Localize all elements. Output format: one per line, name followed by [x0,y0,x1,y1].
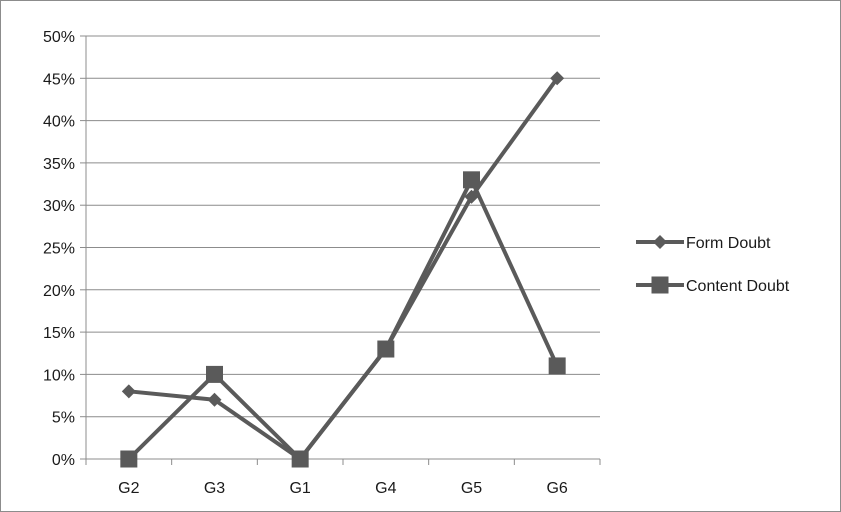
x-axis-ticks: G2 G3 G1 G4 G5 G6 [85,459,601,497]
content-doubt-point [463,171,480,189]
x-tick-label: G1 [289,480,310,497]
y-tick-label: 35% [43,156,75,173]
content-doubt-point [291,450,309,468]
y-axis-ticks: 0% 5% 10% 15% 20% 25% 30% 35% 40% 45% 50% [43,29,86,469]
series-markers [120,71,566,468]
y-tick-label: 30% [43,198,75,215]
gridlines [86,35,600,418]
content-doubt-line [127,177,559,461]
y-tick-label: 40% [43,114,75,131]
x-tick-label: G4 [375,480,396,497]
y-tick-label: 0% [52,452,75,469]
y-tick-label: 25% [43,241,75,258]
legend-marker-form-doubt [653,235,667,249]
legend-label-form-doubt: Form Doubt [686,235,771,252]
form-doubt-point [121,384,136,399]
content-doubt-point [206,365,223,383]
legend: Form Doubt Content Doubt [636,235,790,295]
y-tick-label: 15% [43,325,75,342]
y-tick-label: 10% [43,367,75,384]
content-doubt-point [377,340,395,358]
x-tick-label: G5 [461,480,482,497]
legend-label-content-doubt: Content Doubt [686,278,790,295]
y-tick-label: 45% [43,71,75,88]
x-tick-label: G2 [118,480,139,497]
series-lines [127,77,559,461]
y-tick-label: 20% [43,283,75,300]
form-doubt-point [207,392,222,407]
y-tick-label: 5% [52,410,75,427]
form-doubt-point [464,189,479,204]
content-doubt-point [120,450,138,468]
x-tick-label: G6 [546,480,567,497]
content-doubt-point [548,357,566,375]
legend-marker-content-doubt [651,276,669,294]
form-doubt-point [550,71,565,86]
x-tick-label: G3 [204,480,225,497]
y-tick-label: 50% [43,29,75,46]
